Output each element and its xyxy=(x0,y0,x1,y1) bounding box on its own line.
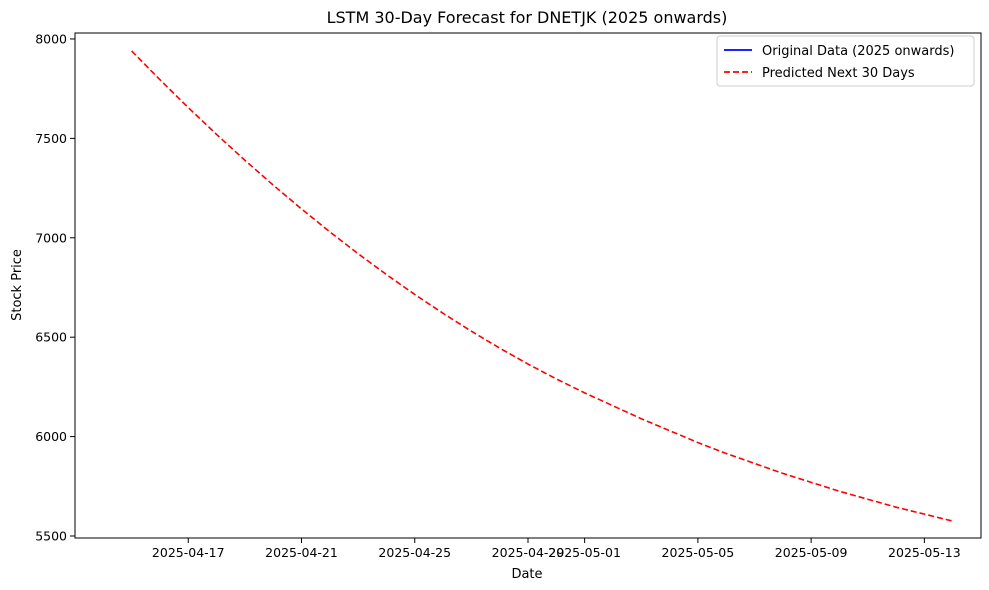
plot-area xyxy=(74,32,982,539)
y-axis-label: Stock Price xyxy=(10,249,25,321)
x-tick-label: 2025-05-13 xyxy=(888,545,961,560)
y-tick-label: 5500 xyxy=(35,529,67,544)
y-tick-label: 6500 xyxy=(35,330,67,345)
chart-title: LSTM 30-Day Forecast for DNETJK (2025 on… xyxy=(327,8,728,27)
y-axis: 5500 6000 6500 7000 7500 8000 xyxy=(35,31,75,544)
legend-box xyxy=(716,35,975,87)
y-tick-label: 7500 xyxy=(35,131,67,146)
series-line-1 xyxy=(131,50,953,522)
x-tick-label: 2025-05-01 xyxy=(548,545,621,560)
x-tick-label: 2025-04-21 xyxy=(265,545,338,560)
x-tick-label: 2025-05-09 xyxy=(775,545,848,560)
plot-frame xyxy=(74,32,982,539)
x-tick-label: 2025-05-05 xyxy=(662,545,735,560)
y-tick-label: 8000 xyxy=(35,31,67,46)
x-axis-label: Date xyxy=(511,567,542,582)
y-tick-label: 6000 xyxy=(35,429,67,444)
x-axis: 2025-04-17 2025-04-21 2025-04-25 2025-04-29… xyxy=(152,538,961,560)
legend: Original Data (2025 onwards) Predicted N… xyxy=(716,35,975,87)
x-tick-label: 2025-04-25 xyxy=(378,545,451,560)
x-tick-label: 2025-04-29 xyxy=(492,545,565,560)
legend-label-original: Original Data (2025 onwards) xyxy=(762,44,954,59)
legend-label-predicted: Predicted Next 30 Days xyxy=(762,66,915,81)
y-tick-label: 7000 xyxy=(35,230,67,245)
x-tick-label: 2025-04-17 xyxy=(152,545,225,560)
